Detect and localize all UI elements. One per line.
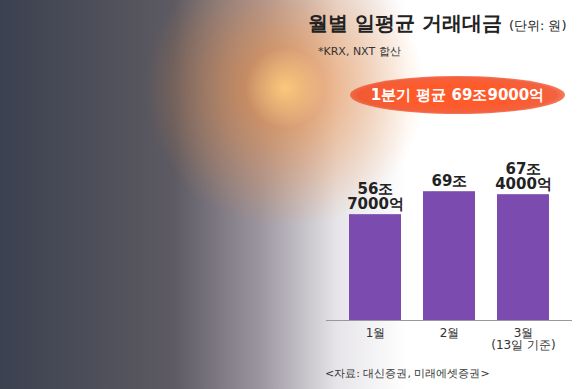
html-text:1분기 평균 69조9000억: 1분기 평균 69조9000억 xyxy=(370,85,545,104)
svg-text:2월: 2월 xyxy=(440,326,460,340)
html-text:*KRX, NXT 합산: *KRX, NXT 합산 xyxy=(318,45,401,58)
svg-text:3월(13일 기준): 3월(13일 기준) xyxy=(491,326,555,352)
html-text:<자료: 대신증권, 미래에셋증권>: <자료: 대신증권, 미래에셋증권> xyxy=(325,367,490,380)
html-text:월별 일평균 거래대금(단위: 원): 월별 일평균 거래대금(단위: 원) xyxy=(308,11,567,35)
svg-text:67조4000억: 67조4000억 xyxy=(495,160,552,193)
svg-text:69조: 69조 xyxy=(432,172,468,190)
svg-text:1월: 1월 xyxy=(366,326,386,340)
svg-text:56조7000억: 56조7000억 xyxy=(347,180,404,213)
